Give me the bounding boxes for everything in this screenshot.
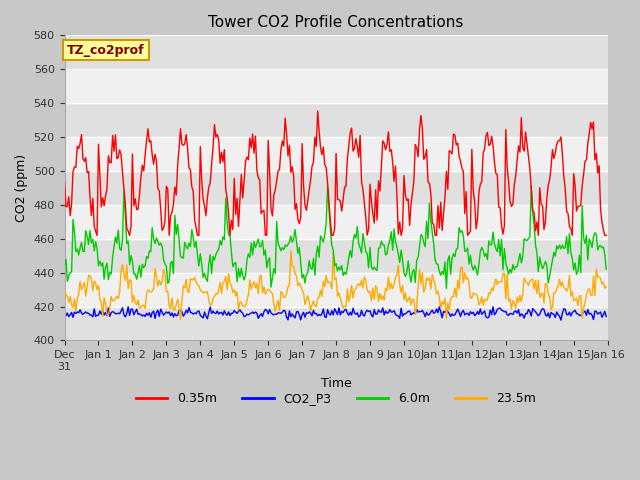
Bar (65, 103, 607, 137)
Bar (65, 273, 607, 307)
Text: TZ_co2prof: TZ_co2prof (67, 44, 145, 57)
Bar (65, 137, 607, 171)
Bar (65, 36, 607, 69)
Bar (65, 239, 607, 273)
Title: Tower CO2 Profile Concentrations: Tower CO2 Profile Concentrations (209, 15, 464, 30)
Bar (65, 69, 607, 103)
Legend: 0.35m, CO2_P3, 6.0m, 23.5m: 0.35m, CO2_P3, 6.0m, 23.5m (131, 387, 541, 410)
X-axis label: Time: Time (321, 377, 351, 390)
Bar (65, 205, 607, 239)
Bar (65, 171, 607, 205)
Bar (65, 307, 607, 340)
Y-axis label: CO2 (ppm): CO2 (ppm) (15, 154, 28, 222)
